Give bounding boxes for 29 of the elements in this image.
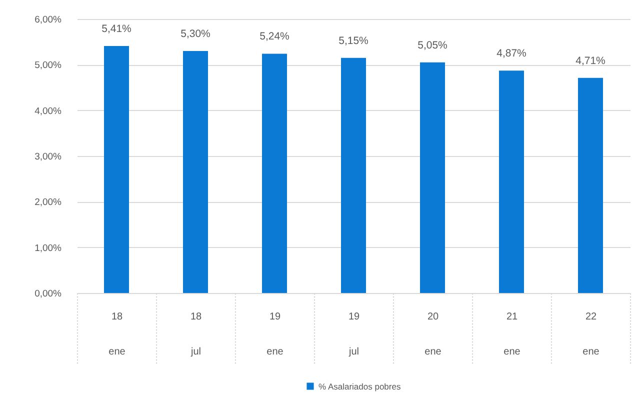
y-tick-label: 5,00% xyxy=(34,60,62,72)
bar xyxy=(183,50,208,293)
data-label: 4,71% xyxy=(576,54,606,67)
category-label: 18 ene xyxy=(108,312,126,358)
y-tick-label: 6,00% xyxy=(34,14,62,26)
y-tick-label: 1,00% xyxy=(34,242,62,254)
legend-label: % Asalariados pobres xyxy=(318,381,401,392)
category-label: 21 ene xyxy=(504,312,520,358)
category-label: 20 ene xyxy=(424,312,442,358)
bar xyxy=(341,58,366,293)
category-label: 22 ene xyxy=(582,312,600,358)
bar xyxy=(104,46,129,293)
y-tick-label: 2,00% xyxy=(34,197,62,208)
category-label: 19 ene xyxy=(266,312,284,358)
data-label: 5,24% xyxy=(260,30,290,43)
bar xyxy=(578,78,603,293)
data-label: 5,15% xyxy=(338,34,368,47)
data-label: 5,05% xyxy=(418,39,448,52)
bar xyxy=(262,54,287,293)
data-label: 4,87% xyxy=(496,48,526,60)
category-label: 19 jul xyxy=(348,312,360,358)
bar xyxy=(499,70,524,293)
bar xyxy=(420,62,445,293)
data-label: 5,41% xyxy=(102,22,132,35)
y-tick-label: 0,00% xyxy=(34,288,62,300)
data-label: 5,30% xyxy=(180,28,210,40)
category-label: 18 jul xyxy=(190,312,202,358)
y-tick-label: 4,00% xyxy=(34,106,62,117)
y-tick-label: 3,00% xyxy=(34,152,62,162)
